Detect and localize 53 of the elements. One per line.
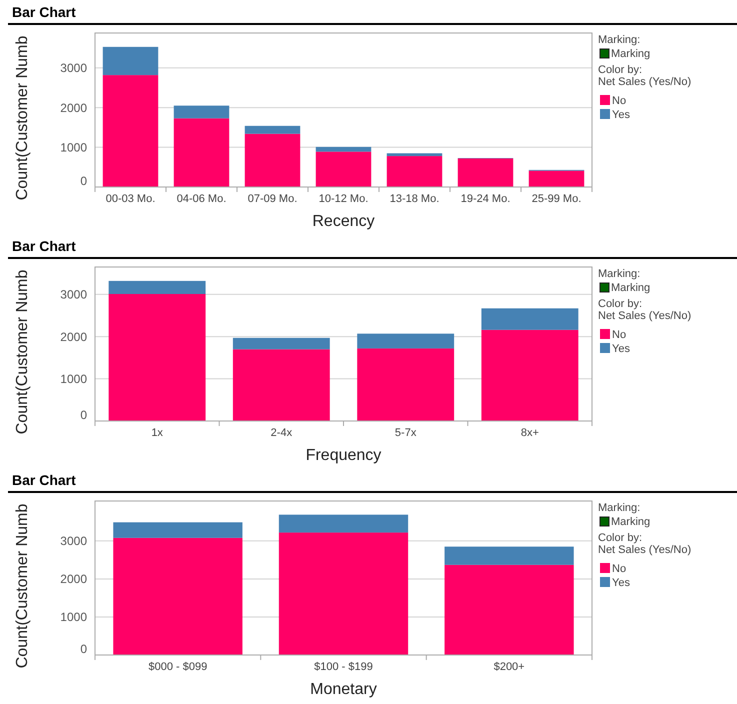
y-tick-label: 3000	[60, 61, 88, 76]
y-tick-label: 2000	[60, 330, 88, 344]
x-tick-label: 10-12 Mo.	[318, 193, 368, 205]
x-axis-title: Frequency	[306, 447, 382, 464]
legend-title: Net Sales (Yes/No)	[598, 76, 692, 88]
y-tick-label: 2000	[60, 572, 88, 586]
text: Marking	[611, 516, 650, 528]
text: Marking	[611, 48, 650, 60]
y-tick-label: 1000	[60, 610, 88, 624]
x-tick-label: 1x	[151, 427, 164, 439]
legend-title: Net Sales (Yes/No)	[598, 544, 692, 556]
legend-label: Yes	[612, 576, 630, 589]
y-tick-label: 1000	[60, 140, 88, 155]
y-tick-label: 2000	[60, 100, 88, 115]
text: Color by:	[598, 532, 642, 544]
legend-label: No	[612, 328, 626, 341]
chart-title: Bar Chart	[12, 472, 76, 488]
chart-title: Bar Chart	[12, 238, 76, 254]
text: Marking:	[598, 34, 640, 46]
chart-title: Bar Chart	[12, 4, 76, 20]
text: Marking	[611, 282, 650, 294]
x-tick-label: 5-7x	[394, 427, 417, 439]
x-axis-title: Recency	[312, 213, 375, 230]
text: Color by:	[598, 64, 642, 76]
x-axis-title: Monetary	[310, 681, 377, 698]
x-tick-label: $000 - $099	[148, 661, 208, 673]
y-tick-label: 3000	[60, 288, 88, 302]
x-tick-label: $200+	[494, 661, 525, 673]
legend-title: Net Sales (Yes/No)	[598, 310, 692, 322]
x-tick-label: 07-09 Mo.	[248, 193, 298, 205]
text: Marking:	[598, 502, 640, 514]
y-tick-label: 3000	[60, 534, 88, 548]
y-axis-title: Count(Customer Numb	[14, 36, 31, 200]
y-tick-label: 0	[80, 642, 88, 656]
x-tick-label: 13-18 Mo.	[390, 193, 440, 205]
x-tick-label: $100 - $199	[314, 661, 373, 673]
legend-label: Yes	[612, 108, 630, 121]
x-tick-label: 2-4x	[270, 427, 293, 439]
x-tick-label: 19-24 Mo.	[460, 193, 510, 205]
y-tick-label: 0	[80, 174, 88, 188]
y-axis-title: Count(Customer Numb	[14, 504, 31, 668]
text: Marking:	[598, 268, 640, 280]
legend-label: No	[612, 94, 626, 107]
y-tick-label: 1000	[60, 372, 88, 386]
legend-label: Yes	[612, 342, 630, 355]
x-tick-label: 04-06 Mo.	[176, 193, 226, 205]
y-tick-label: 0	[80, 408, 88, 422]
x-tick-label: 25-99 Mo.	[532, 193, 582, 205]
y-axis-title: Count(Customer Numb	[14, 270, 31, 434]
x-tick-label: 00-03 Mo.	[106, 193, 156, 205]
text: Color by:	[598, 298, 642, 310]
legend-label: No	[612, 562, 626, 575]
x-tick-label: 8x+	[520, 427, 539, 439]
